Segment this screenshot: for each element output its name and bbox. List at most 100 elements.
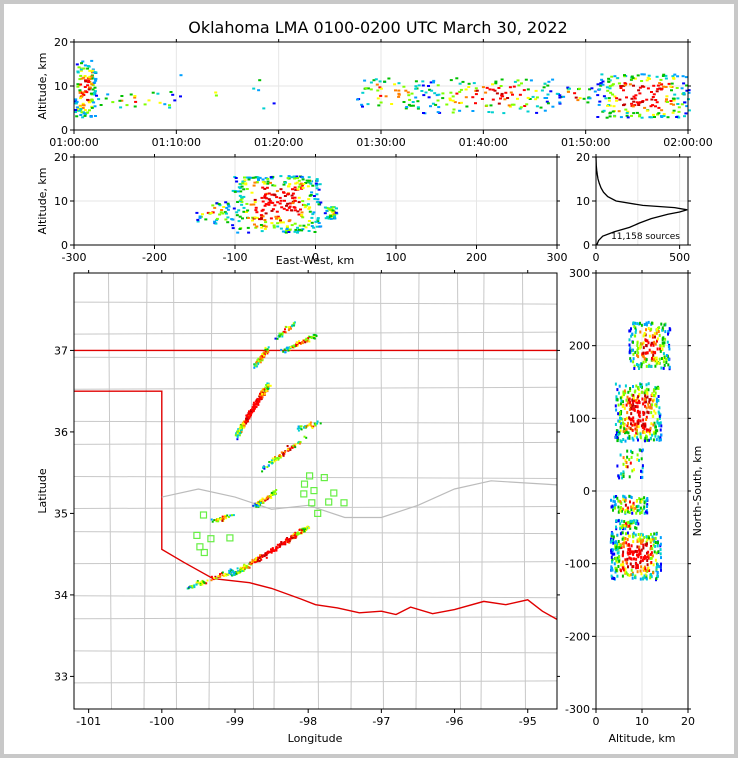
alt-time-source: [611, 110, 615, 113]
ns-alt-source: [627, 390, 630, 394]
ns-alt-source: [616, 388, 619, 392]
ns-alt-source: [654, 536, 657, 540]
alt-time-source: [664, 74, 668, 77]
ns-alt-source: [621, 560, 624, 564]
alt-ew-xtick-label: 300: [547, 251, 568, 264]
ns-alt-source: [662, 352, 665, 356]
ns-alt-source: [650, 397, 653, 401]
plan-source: [283, 542, 286, 545]
alt-time-source: [633, 97, 637, 100]
ns-alt-source: [615, 395, 618, 399]
plan-source: [308, 423, 311, 426]
plan-source: [251, 560, 254, 563]
alt-time-source: [79, 69, 83, 72]
ns-alt-source: [622, 390, 625, 394]
ns-alt-source: [626, 543, 629, 547]
alt-time-source: [635, 111, 639, 114]
alt-time-source: [660, 115, 663, 118]
ns-alt-source: [625, 532, 627, 536]
alt-time-source: [79, 108, 83, 111]
plan-source: [283, 330, 286, 333]
alt-time-source: [596, 83, 600, 86]
plan-source: [223, 575, 225, 577]
alt-ew-source: [301, 176, 305, 179]
ns-alt-source: [635, 399, 638, 402]
ns-alt-source: [635, 566, 638, 570]
ns-alt-source: [656, 337, 659, 341]
plan-ylabel: Latitude: [36, 468, 49, 514]
ns-alt-source: [626, 557, 629, 561]
plan-source: [217, 520, 220, 523]
ns-alt-source: [626, 573, 629, 577]
alt-ew-source: [279, 219, 282, 222]
ns-alt-source: [648, 438, 650, 442]
ns-alt-source: [643, 557, 646, 561]
ns-alt-source: [631, 469, 634, 473]
alt-time-source: [78, 89, 82, 92]
alt-ew-source: [279, 221, 283, 224]
alt-ew-source: [271, 184, 275, 187]
alt-ew-source: [279, 175, 283, 178]
alt-time-source: [635, 101, 639, 104]
ns-alt-source: [625, 461, 628, 464]
alt-ew-source: [291, 188, 294, 191]
alt-time-source: [129, 93, 133, 96]
plan-source: [314, 424, 317, 427]
plan-source: [264, 346, 267, 349]
alt-time-source: [407, 94, 411, 97]
river-line: [161, 480, 558, 519]
alt-time-source: [448, 97, 452, 100]
alt-time-source: [76, 71, 80, 74]
alt-ew-source: [266, 177, 270, 180]
alt-time-source: [91, 68, 95, 71]
ns-alt-source: [640, 555, 643, 559]
plan-source: [285, 326, 288, 328]
alt-time-source: [106, 93, 110, 96]
alt-time-source: [558, 102, 562, 105]
alt-time-source: [662, 113, 666, 116]
lma-station-marker: [200, 548, 208, 557]
plan-source: [235, 432, 238, 435]
alt-time-source: [509, 91, 513, 94]
alt-time-source: [608, 115, 612, 118]
alt-ew-source: [269, 177, 273, 180]
plan-source: [245, 565, 248, 568]
lma-station-marker: [226, 534, 234, 542]
ns-alt-source: [620, 569, 622, 573]
alt-ew-source: [231, 218, 235, 221]
alt-time-source: [458, 109, 462, 112]
ns-alt-source: [629, 557, 632, 561]
plan-source: [308, 340, 311, 343]
alt-time-source: [655, 90, 659, 93]
plan-source: [242, 570, 245, 572]
ns-alt-source: [615, 429, 618, 433]
plan-source: [297, 532, 300, 535]
alt-ew-source: [331, 210, 335, 213]
plan-source: [240, 569, 243, 572]
alt-time-source: [99, 104, 103, 106]
plan-source: [210, 518, 213, 521]
alt-ew-source: [254, 226, 258, 229]
plan-source: [266, 352, 269, 355]
plan-source: [300, 425, 303, 428]
ns-alt-source: [630, 508, 633, 511]
plan-source: [245, 566, 248, 569]
ns-alt-source: [640, 565, 643, 569]
alt-ew-source: [284, 181, 287, 184]
ns-alt-source: [617, 499, 620, 503]
ns-alt-source: [614, 544, 617, 548]
ns-alt-source: [637, 351, 640, 355]
alt-time-source: [93, 90, 97, 93]
alt-ew-source: [291, 200, 295, 203]
ns-alt-source: [654, 434, 657, 438]
plan-source: [247, 416, 250, 419]
ns-alt-source: [630, 327, 632, 331]
alt-time-source: [673, 73, 677, 76]
ns-alt-source: [644, 436, 647, 440]
ns-alt-source: [665, 361, 668, 364]
alt-time-source: [467, 86, 471, 88]
plan-source: [316, 422, 319, 425]
ns-alt-source: [649, 406, 652, 410]
ns-alt-source: [627, 421, 629, 425]
alt-ew-source: [286, 177, 290, 180]
